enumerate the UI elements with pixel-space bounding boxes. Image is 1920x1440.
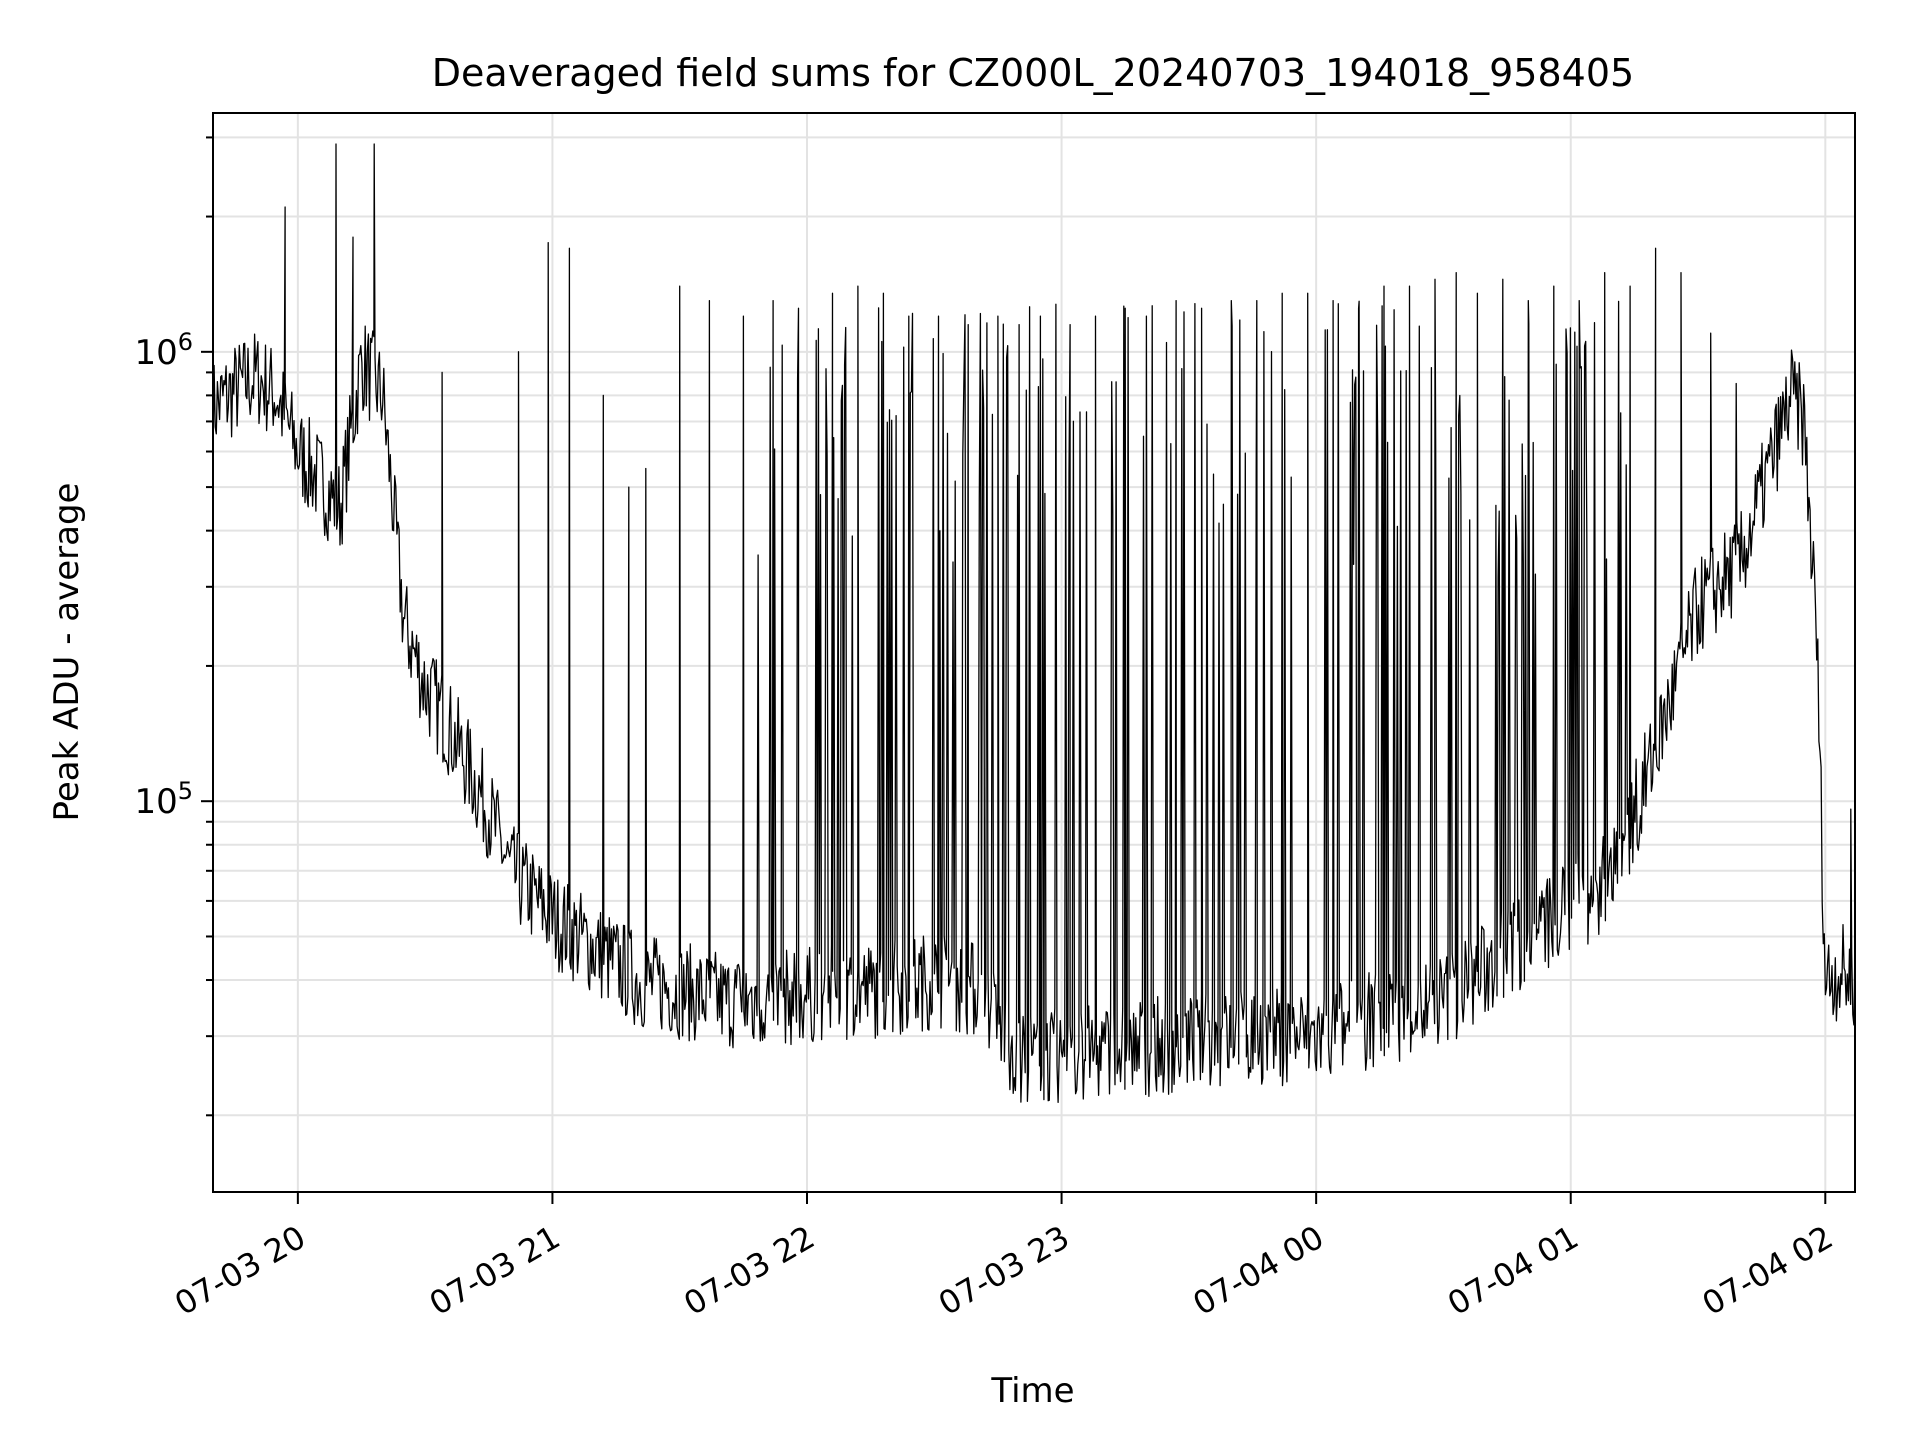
y-axis-label: Peak ADU - average	[47, 483, 87, 822]
x-axis-label: Time	[990, 1371, 1074, 1411]
y-tick-label: 105	[134, 777, 193, 822]
axis-ticks	[201, 136, 1827, 1204]
plot-frame	[212, 112, 1856, 1193]
y-tick-label: 106	[134, 328, 193, 373]
data-series	[212, 143, 1856, 1104]
chart-title: Deaveraged field sums for CZ000L_2024070…	[432, 51, 1634, 95]
series-line	[212, 143, 1856, 1104]
y-tick-labels: 105 106	[134, 328, 193, 822]
